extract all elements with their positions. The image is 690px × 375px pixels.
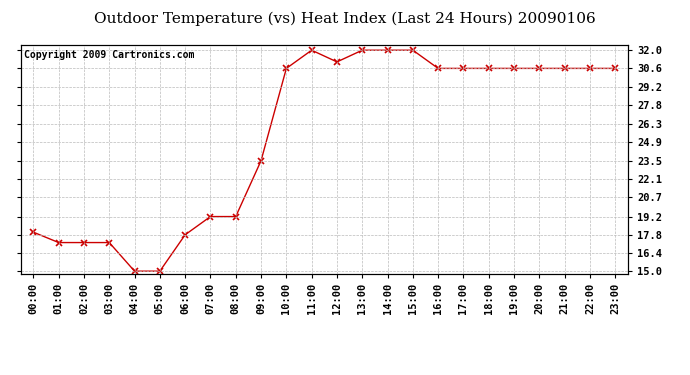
Text: Copyright 2009 Cartronics.com: Copyright 2009 Cartronics.com (23, 50, 194, 60)
Text: Outdoor Temperature (vs) Heat Index (Last 24 Hours) 20090106: Outdoor Temperature (vs) Heat Index (Las… (94, 11, 596, 26)
